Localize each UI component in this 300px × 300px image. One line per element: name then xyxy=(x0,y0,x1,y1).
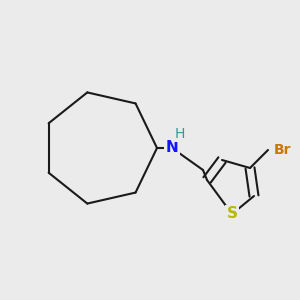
Text: S: S xyxy=(226,206,238,221)
Text: H: H xyxy=(175,127,185,141)
Text: N: N xyxy=(166,140,178,155)
Text: Br: Br xyxy=(274,143,292,157)
